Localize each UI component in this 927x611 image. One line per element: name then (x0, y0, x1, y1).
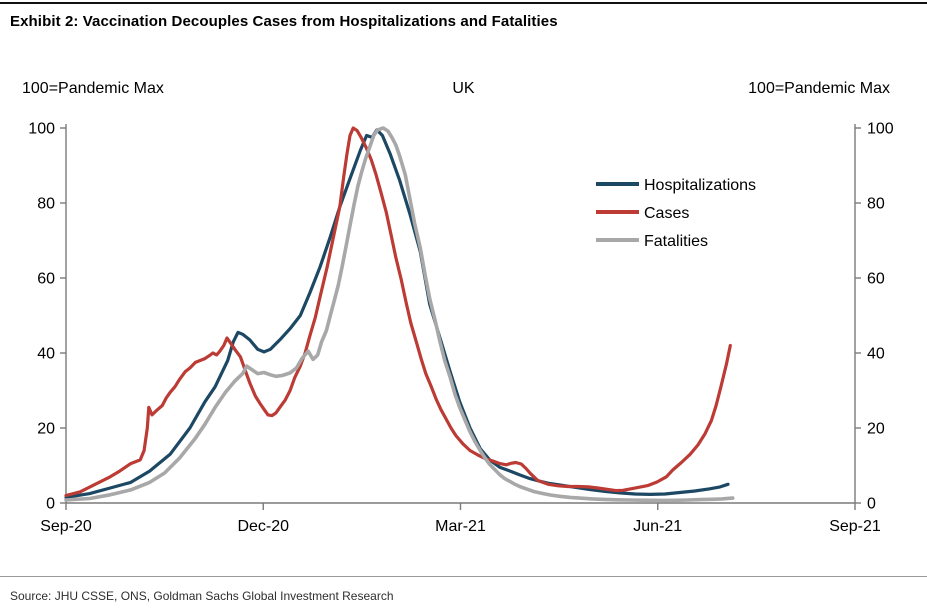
legend-label-cases: Cases (644, 205, 689, 222)
y-tick-label-left: 0 (46, 496, 55, 513)
y-tick-label-left: 80 (37, 196, 55, 213)
source-note: Source: JHU CSSE, ONS, Goldman Sachs Glo… (10, 589, 394, 603)
y-tick-label-right: 0 (867, 496, 876, 513)
legend-label-hospitalizations: Hospitalizations (644, 177, 756, 194)
legend-label-fatalities: Fatalities (644, 233, 708, 250)
y-tick-label-right: 80 (867, 196, 885, 213)
y-tick-label-left: 60 (37, 271, 55, 288)
series-line-fatalities (64, 126, 735, 503)
right-axis-unit-label: 100=Pandemic Max (748, 80, 890, 97)
y-tick-label-right: 20 (867, 421, 885, 438)
y-tick-label-left: 40 (37, 346, 55, 363)
exhibit-title: Exhibit 2: Vaccination Decouples Cases f… (10, 13, 558, 30)
top-rule (0, 2, 927, 4)
y-tick-label-right: 40 (867, 346, 885, 363)
left-axis-unit-label: 100=Pandemic Max (22, 80, 164, 97)
y-tick-label-right: 100 (867, 121, 894, 138)
y-tick-label-left: 100 (28, 121, 55, 138)
x-tick-label: Sep-21 (829, 518, 881, 535)
x-tick-label: Mar-21 (435, 518, 486, 535)
x-tick-label: Dec-20 (237, 518, 289, 535)
series-line-cases (64, 126, 732, 498)
y-tick-label-left: 20 (37, 421, 55, 438)
bottom-rule (0, 576, 927, 577)
y-tick-label-right: 60 (867, 271, 885, 288)
x-tick-label: Jun-21 (633, 518, 682, 535)
chart-title: UK (452, 80, 475, 97)
x-tick-label: Sep-20 (40, 518, 92, 535)
